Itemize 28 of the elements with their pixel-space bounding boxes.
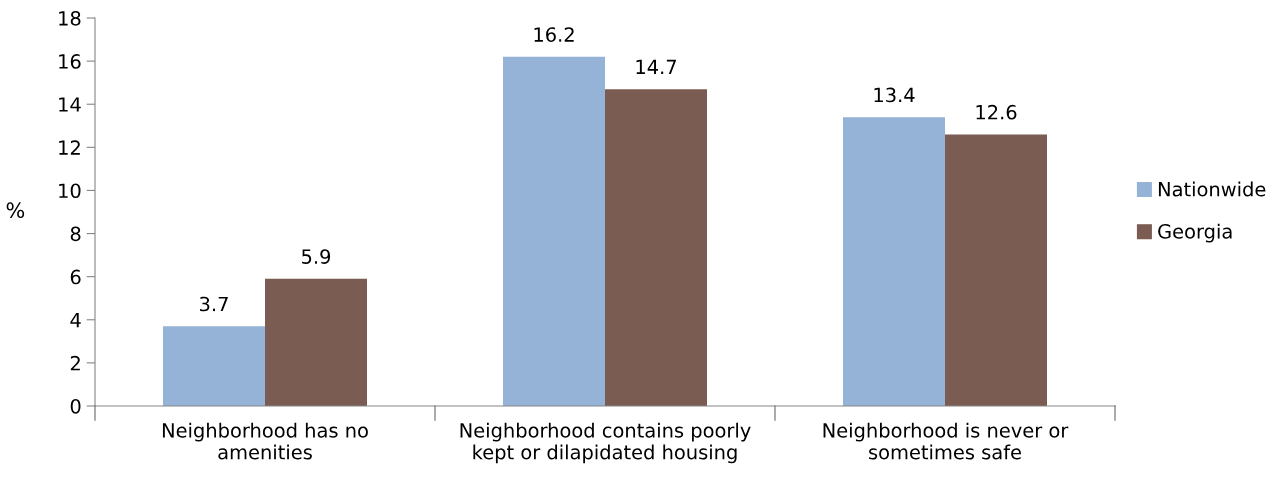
y-tick-label: 10 [59,183,81,199]
data-label: 14.7 [636,59,676,74]
legend-label: Nationwide [1158,181,1266,197]
y-tick-label: 18 [59,10,81,26]
data-label: 16.2 [534,27,574,42]
bar [163,326,265,406]
x-tick-label: Neighborhood contains poorly kept or dilapidated housing [460,422,751,464]
y-tick-label: 2 [70,355,80,371]
legend-label: Georgia [1158,223,1232,243]
data-label: 13.4 [874,87,915,103]
y-tick-label: 4 [70,312,81,328]
y-tick-label: 16 [59,54,81,69]
y-tick-label: 14 [59,97,81,112]
bar [503,56,605,406]
y-axis-title: % [6,202,25,219]
y-tick-label: 12 [59,140,80,155]
y-tick-label: 6 [70,269,81,285]
x-tick-label: Neighborhood has no amenities [162,422,368,460]
x-tick-label: Neighborhood is never or sometimes safe [823,422,1069,460]
y-tick-label: 8 [70,226,81,242]
bar [843,117,945,406]
data-label: 3.7 [200,296,228,312]
data-label: 12.6 [976,104,1017,120]
bar [605,89,707,406]
y-tick-label: 0 [70,398,81,414]
bar [945,134,1047,406]
data-label: 5.9 [302,249,331,264]
bar [265,278,367,406]
